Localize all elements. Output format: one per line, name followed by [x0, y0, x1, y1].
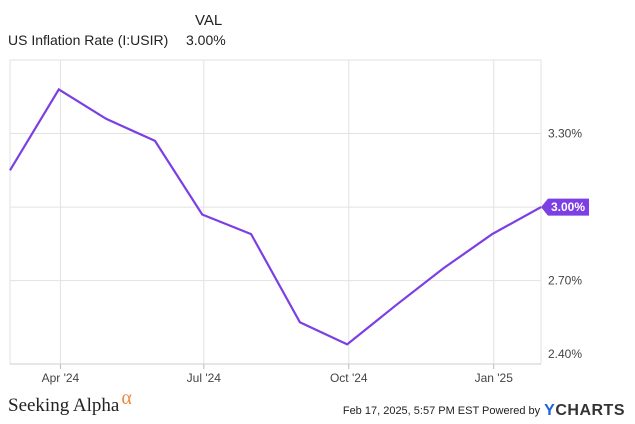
y-tick-label: 3.30% [548, 127, 582, 141]
y-axis-ticks: 3.30% 2.70% 2.40% [548, 127, 582, 362]
legend-series-name: US Inflation Rate (I:USIR) [8, 32, 169, 48]
brand-text: Seeking Alpha [8, 395, 120, 416]
ycharts-text: CHARTS [555, 402, 625, 419]
last-value-flag: 3.00% [541, 198, 589, 216]
seeking-alpha-logo: Seeking Alpha α [8, 387, 132, 417]
y-tick-label: 2.40% [548, 347, 582, 361]
ycharts-logo: YCHARTS [544, 402, 625, 420]
x-tick-label: Oct '24 [330, 371, 368, 385]
legend-series-value: 3.00% [186, 32, 226, 48]
series-line [9, 87, 542, 346]
ycharts-y: Y [544, 402, 556, 419]
footer-attribution: Feb 17, 2025, 5:57 PM EST Powered by YCH… [343, 402, 625, 420]
x-tick-label: Jan '25 [475, 371, 514, 385]
x-tick-label: Jul '24 [187, 371, 222, 385]
x-tick-label: Apr '24 [42, 371, 80, 385]
last-value-label: 3.00% [551, 200, 585, 214]
last-value-flag-shape [541, 198, 589, 216]
y-tick-label: 2.70% [548, 274, 582, 288]
legend-column-header: VAL [195, 12, 223, 29]
x-axis-ticks: Apr '24 Jul '24 Oct '24 Jan '25 [42, 364, 514, 385]
timestamp: Feb 17, 2025, 5:57 PM EST Powered by [342, 405, 541, 417]
chart-grid [9, 59, 542, 365]
alpha-icon: α [121, 387, 132, 409]
